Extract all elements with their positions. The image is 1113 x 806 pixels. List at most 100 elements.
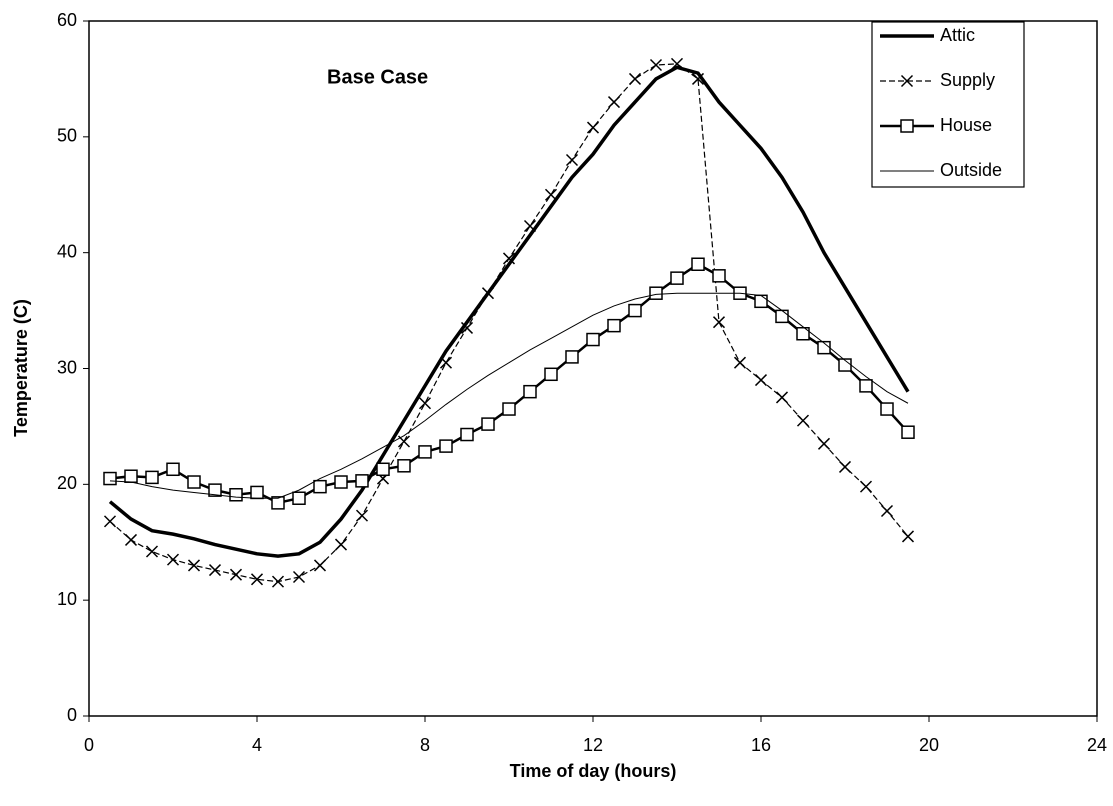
- marker: [166, 553, 180, 566]
- marker: [229, 568, 243, 581]
- marker: [565, 153, 579, 167]
- marker: [523, 219, 537, 233]
- marker: [586, 332, 600, 347]
- marker: [439, 439, 453, 453]
- y-tick-label: 60: [57, 10, 77, 30]
- y-tick-label: 20: [57, 473, 77, 493]
- marker: [670, 271, 684, 285]
- x-tick-label: 16: [751, 735, 771, 755]
- marker: [208, 564, 222, 577]
- legend-label: House: [940, 115, 992, 135]
- marker: [754, 294, 768, 309]
- marker: [397, 459, 411, 473]
- marker: [607, 96, 621, 109]
- marker: [859, 379, 873, 393]
- y-tick-label: 40: [57, 241, 77, 261]
- x-tick-label: 8: [420, 735, 430, 755]
- series-line: [109, 292, 909, 499]
- marker: [544, 367, 558, 382]
- y-tick-label: 50: [57, 126, 77, 146]
- x-tick-label: 12: [583, 735, 603, 755]
- marker: [796, 327, 810, 341]
- marker: [334, 538, 348, 551]
- marker: [691, 257, 705, 271]
- marker: [880, 504, 894, 518]
- x-tick-label: 20: [919, 735, 939, 755]
- marker: [649, 286, 663, 300]
- marker: [691, 72, 705, 85]
- marker: [712, 316, 726, 329]
- marker: [187, 475, 201, 489]
- marker: [124, 533, 138, 546]
- legend-label: Supply: [940, 70, 995, 90]
- y-tick-label: 30: [57, 357, 77, 377]
- marker: [817, 437, 831, 450]
- marker: [880, 402, 894, 416]
- marker: [313, 559, 327, 572]
- x-tick-label: 0: [84, 735, 94, 755]
- marker: [523, 384, 537, 399]
- marker: [418, 397, 432, 410]
- marker: [733, 356, 747, 369]
- marker: [313, 479, 327, 494]
- marker: [145, 545, 159, 558]
- y-tick-label: 0: [67, 705, 77, 725]
- marker: [355, 509, 369, 522]
- marker: [103, 515, 117, 528]
- marker: [355, 474, 369, 488]
- marker: [544, 188, 558, 201]
- marker: [460, 321, 474, 334]
- x-tick-label: 24: [1087, 735, 1107, 755]
- legend-label: Attic: [940, 25, 975, 45]
- marker: [166, 462, 180, 477]
- marker: [439, 356, 453, 369]
- marker: [565, 350, 579, 364]
- marker: [628, 303, 642, 318]
- marker: [292, 491, 306, 505]
- marker: [250, 573, 264, 586]
- x-axis-title: Time of day (hours): [510, 761, 677, 781]
- marker: [229, 488, 243, 502]
- x-tick-label: 4: [252, 735, 262, 755]
- marker: [796, 414, 810, 427]
- marker: [712, 269, 726, 283]
- marker: [376, 462, 390, 477]
- marker: [418, 445, 432, 459]
- marker: [502, 402, 516, 416]
- y-tick-label: 10: [57, 589, 77, 609]
- marker: [901, 425, 915, 439]
- marker: [838, 460, 852, 473]
- legend-box: [871, 21, 1025, 188]
- marker: [859, 480, 873, 493]
- marker: [586, 121, 600, 134]
- marker: [754, 374, 768, 387]
- series-line: [109, 262, 909, 505]
- marker: [670, 57, 684, 70]
- marker: [145, 470, 159, 485]
- marker: [460, 427, 474, 442]
- marker: [103, 471, 117, 486]
- marker: [900, 74, 914, 88]
- marker: [649, 58, 663, 72]
- annotation: Base Case: [327, 66, 428, 88]
- marker: [292, 570, 306, 584]
- marker: [481, 417, 495, 431]
- marker: [250, 485, 264, 500]
- marker: [775, 309, 789, 324]
- marker: [628, 72, 642, 85]
- marker: [481, 287, 495, 300]
- marker: [775, 391, 789, 404]
- marker: [901, 530, 915, 543]
- marker: [124, 469, 138, 483]
- marker: [187, 559, 201, 572]
- marker: [900, 119, 914, 133]
- marker: [502, 252, 516, 265]
- marker: [607, 318, 621, 333]
- series-line: [108, 65, 910, 558]
- marker: [334, 475, 348, 489]
- marker: [208, 483, 222, 497]
- y-axis-title: Temperature (C): [11, 299, 31, 437]
- marker: [271, 496, 285, 510]
- legend-label: Outside: [940, 160, 1002, 180]
